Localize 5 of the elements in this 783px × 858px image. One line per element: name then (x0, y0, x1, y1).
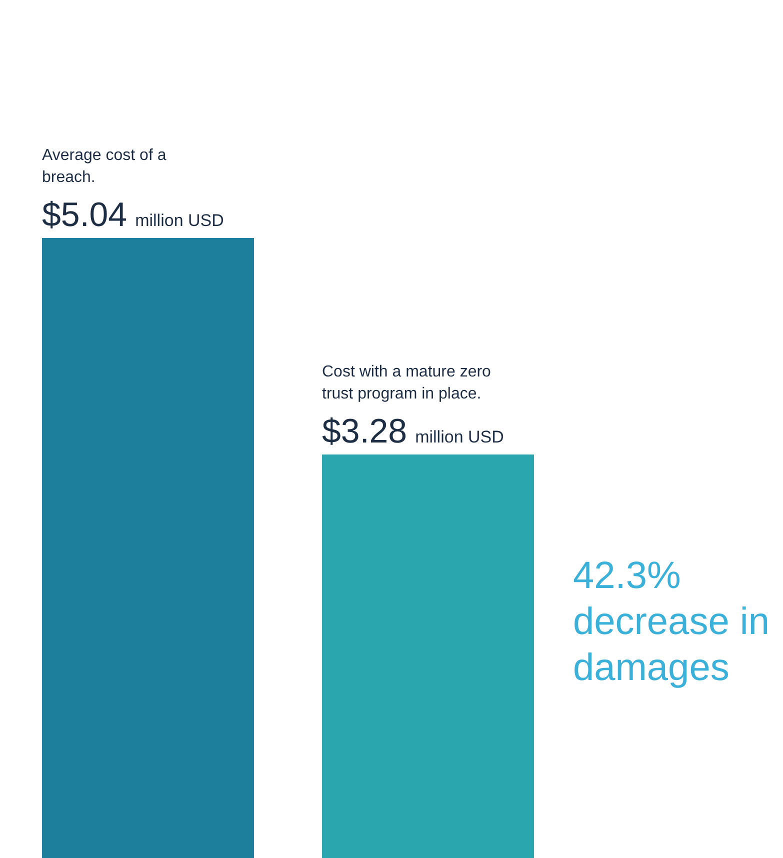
data-label: $5.04 million USD (42, 196, 224, 234)
text: Average cost of a breach. (42, 147, 166, 186)
annotation: Cost with a mature zero trust program in place. (322, 364, 492, 403)
text: 42.3% decrease in damages (573, 554, 770, 691)
data-label: $3.28 million USD (322, 412, 504, 451)
